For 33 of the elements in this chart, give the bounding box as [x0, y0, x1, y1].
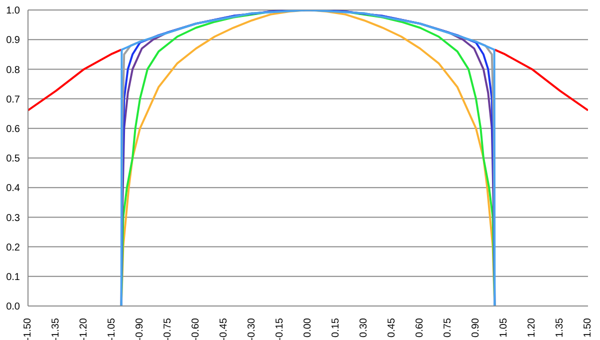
x-tick-label: 0.15: [330, 318, 342, 338]
y-tick-label: 0.9: [6, 35, 20, 46]
x-tick-label: -0.45: [218, 318, 230, 340]
x-tick-label: -0.60: [190, 318, 202, 340]
y-tick-label: 0.5: [6, 154, 20, 165]
y-tick-label: 0.2: [6, 242, 20, 254]
x-tick-label: -0.30: [246, 318, 258, 340]
x-tick-label: -1.05: [106, 318, 118, 340]
x-tick-label: 0.90: [470, 318, 482, 338]
x-tick-label: -0.15: [274, 318, 286, 340]
x-tick-label: -0.75: [162, 318, 174, 340]
y-tick-label: 0.0: [6, 302, 20, 313]
x-tick-label: 1.35: [554, 318, 566, 338]
x-tick-label: -1.50: [22, 318, 34, 340]
y-tick-label: 0.3: [6, 212, 20, 224]
x-tick-label: -0.90: [134, 318, 146, 340]
y-tick-label: 0.8: [6, 64, 20, 76]
x-tick-label: 1.05: [498, 318, 510, 338]
x-tick-label: -1.20: [78, 318, 90, 340]
x-tick-label: 0.30: [358, 318, 370, 338]
y-tick-label: 0.4: [6, 183, 20, 194]
line-series: [120, 10, 496, 306]
x-tick-label: 0.75: [442, 318, 454, 338]
y-tick-label: 1.0: [6, 6, 20, 17]
x-tick-label: -1.35: [50, 318, 62, 340]
y-tick-label: 0.7: [6, 94, 20, 106]
x-tick-label: 0.45: [386, 318, 398, 338]
x-tick-label: 0.60: [414, 318, 426, 338]
x-tick-label: 1.50: [582, 318, 594, 338]
y-tick-label: 0.6: [6, 124, 20, 135]
x-tick-label: 0.00: [302, 318, 314, 338]
y-tick-label: 0.1: [6, 272, 20, 283]
x-tick-label: 1.20: [526, 318, 538, 338]
